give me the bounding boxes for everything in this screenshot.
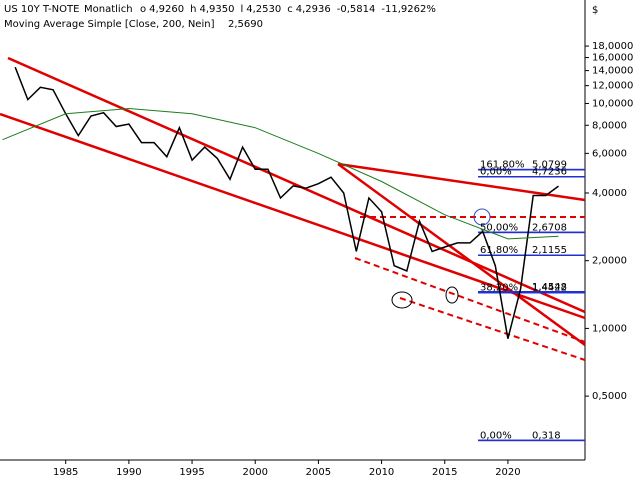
level-label: 2,6708 [532, 222, 567, 233]
level-label: 0,00% [480, 430, 512, 441]
quote-item: 4,9350 [199, 4, 234, 15]
quote: o 4,9260 h 4,9350 l 4,2530 c 4,2936 -0,5814 -11,9… [140, 4, 436, 15]
level-label: 1,4548 [532, 282, 567, 293]
y-tick-label: 12,0000 [592, 81, 633, 92]
marker-circle [391, 291, 413, 309]
trendline [0, 112, 586, 320]
y-tick-label: 10,0000 [592, 98, 633, 109]
level-label: 1,4422 [532, 283, 567, 294]
level-label: 5,0799 [532, 160, 567, 171]
trendlines [0, 56, 586, 361]
y-tick-label: 6,0000 [592, 148, 627, 159]
level-label: 0,318 [532, 430, 561, 441]
marker-circle [473, 208, 491, 226]
y-tick-label: 14,0000 [592, 66, 633, 77]
price-line [14, 66, 559, 339]
level-label: 0,00% [480, 167, 512, 178]
quote-item: 4,2530 [246, 4, 281, 15]
indicator-name: Moving Average Simple [Close, 200, Nein] [4, 19, 215, 30]
x-tick-label: 1990 [116, 467, 141, 478]
moving-average-line [2, 107, 559, 240]
level-label: 4,7236 [532, 167, 567, 178]
quote-item: -11,9262% [381, 4, 435, 15]
level-label: 2,1155 [532, 245, 567, 256]
title: US 10Y T-NOTE [4, 4, 79, 15]
quote-item: -0,5814 [337, 4, 376, 15]
y-tick-label: 4,0000 [592, 188, 627, 199]
dashed-trendline [354, 257, 586, 343]
y-tick-label: 0,5000 [592, 391, 627, 402]
trendline [7, 56, 586, 314]
y-tick-label: 1,0000 [592, 323, 627, 334]
marker-circle [445, 286, 459, 304]
x-tick-label: 2000 [243, 467, 268, 478]
subtitle: Monatlich [84, 4, 133, 15]
x-tick-label: 2015 [432, 467, 457, 478]
level-label: 161,80% [480, 160, 525, 171]
y-tick-label: 2,0000 [592, 256, 627, 267]
y-tick-label: 16,0000 [592, 53, 633, 64]
x-tick-label: 2020 [495, 467, 520, 478]
x-tick-label: 1985 [53, 467, 78, 478]
x-tick-label: 1995 [179, 467, 204, 478]
x-tick-label: 2005 [306, 467, 331, 478]
quote-item: l [240, 4, 243, 15]
indicator-value: 2,5690 [228, 19, 263, 30]
level-label: 50,00% [480, 222, 518, 233]
level-label: 61,80% [480, 245, 518, 256]
x-tick-label: 2010 [369, 467, 394, 478]
quote-item: h [190, 4, 196, 15]
y-tick-label: 18,0000 [592, 41, 633, 52]
trendline [337, 162, 586, 202]
trendline [337, 162, 586, 347]
quote-item: 4,2936 [296, 4, 331, 15]
quote-item: 4,9260 [149, 4, 184, 15]
currency: $ [592, 5, 598, 16]
dashed-trendline [399, 297, 586, 361]
y-tick-label: 8,0000 [592, 120, 627, 131]
quote-item: o [140, 4, 146, 15]
quote-item: c [287, 4, 293, 15]
